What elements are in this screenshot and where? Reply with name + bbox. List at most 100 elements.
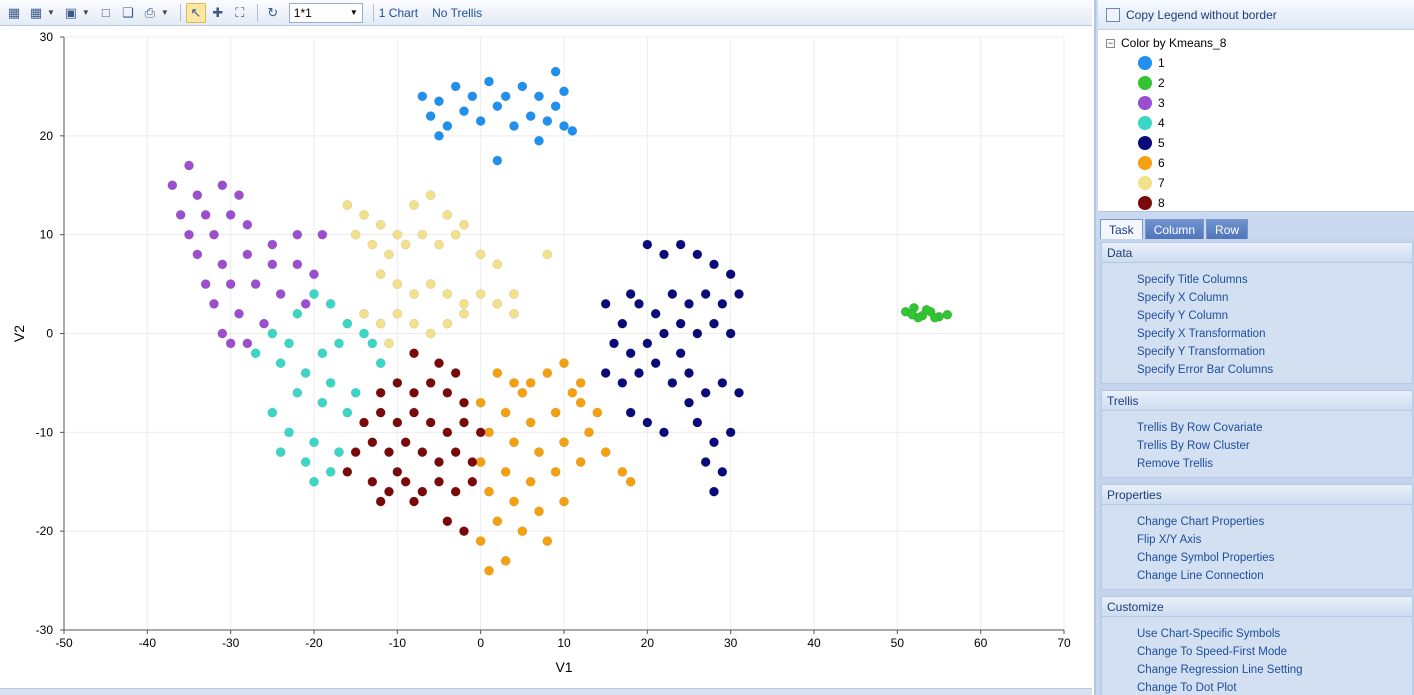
chevron-down-icon: ▼ xyxy=(349,8,358,17)
tab-column[interactable]: Column xyxy=(1144,219,1205,239)
task-link[interactable]: Change Symbol Properties xyxy=(1137,552,1275,564)
data-point-cluster-7 xyxy=(475,249,486,260)
x-tick-label: 30 xyxy=(724,636,738,650)
x-tick-label: -10 xyxy=(389,636,407,650)
copy-all-icon[interactable]: ❏ xyxy=(122,4,134,20)
trellis-state-label[interactable]: No Trellis xyxy=(432,5,483,20)
section-title[interactable]: Data xyxy=(1102,243,1412,263)
task-link[interactable]: Specify Error Bar Columns xyxy=(1137,364,1274,376)
copy-legend-button[interactable]: Copy Legend without border xyxy=(1098,0,1414,30)
export-dropdown-icon[interactable]: ▼ xyxy=(47,8,55,17)
data-point-cluster-3 xyxy=(200,279,211,289)
task-link[interactable]: Specify X Transformation xyxy=(1137,328,1266,340)
task-link[interactable]: Change To Dot Plot xyxy=(1137,682,1237,694)
section-title[interactable]: Properties xyxy=(1102,485,1412,505)
copy-icon[interactable]: □ xyxy=(101,5,110,20)
data-point-cluster-7 xyxy=(392,229,403,240)
export-icon[interactable]: ▦ xyxy=(29,4,43,20)
task-link[interactable]: Flip X/Y Axis xyxy=(1137,534,1202,546)
data-point-cluster-7 xyxy=(375,318,386,329)
data-point-cluster-3 xyxy=(242,338,253,349)
data-point-cluster-3 xyxy=(259,318,269,329)
chart-count-label[interactable]: 1 Chart xyxy=(378,5,419,20)
x-tick-label: 40 xyxy=(807,636,821,650)
legend-item-3[interactable]: 3 xyxy=(1138,93,1414,113)
save-dropdown-icon[interactable]: ▼ xyxy=(81,8,90,17)
legend-label: 5 xyxy=(1158,136,1165,150)
task-link[interactable]: Specify Y Column xyxy=(1137,310,1228,322)
legend-item-1[interactable]: 1 xyxy=(1138,53,1414,73)
data-point-cluster-4 xyxy=(275,358,286,368)
scatter-plot[interactable]: -50 -40 -30 -20 -10 0 10 20 30 40 50 60 70 -30 -20 -10 0… xyxy=(0,26,1092,688)
x-tick-label: 60 xyxy=(974,636,988,650)
chart-properties-icon[interactable]: ▦ xyxy=(7,4,21,20)
task-link[interactable]: Specify X Column xyxy=(1137,292,1229,304)
legend-item-6[interactable]: 6 xyxy=(1138,153,1414,173)
zoom-icon[interactable]: ✚ xyxy=(212,4,224,20)
data-point-cluster-6 xyxy=(509,496,519,507)
scatter-chart[interactable]: -50 -40 -30 -20 -10 0 10 20 30 40 50 60 70 -30 -20 -10 0… xyxy=(0,26,1092,688)
data-point-cluster-5 xyxy=(717,378,728,388)
data-point-cluster-4 xyxy=(325,467,336,477)
task-link[interactable]: Change Regression Line Setting xyxy=(1137,664,1303,676)
data-point-cluster-3 xyxy=(309,269,319,280)
data-point-cluster-4 xyxy=(284,338,294,349)
task-link[interactable]: Change Line Connection xyxy=(1137,570,1264,582)
section-title[interactable]: Customize xyxy=(1102,597,1412,617)
section-title[interactable]: Trellis xyxy=(1102,391,1412,411)
data-point-cluster-8 xyxy=(434,358,444,368)
task-link[interactable]: Specify Y Transformation xyxy=(1137,346,1266,358)
data-point-cluster-8 xyxy=(459,526,469,537)
task-link[interactable]: Trellis By Row Cluster xyxy=(1137,440,1250,452)
task-link[interactable]: Change Chart Properties xyxy=(1137,516,1265,528)
data-point-cluster-6 xyxy=(567,387,578,398)
data-point-cluster-4 xyxy=(342,318,353,329)
data-point-cluster-6 xyxy=(525,417,536,428)
data-point-cluster-7 xyxy=(350,229,361,240)
legend-item-5[interactable]: 5 xyxy=(1138,133,1414,153)
data-point-cluster-6 xyxy=(559,437,569,448)
data-point-cluster-7 xyxy=(359,308,369,319)
print-dropdown-icon[interactable]: ▼ xyxy=(160,8,169,17)
print-icon[interactable]: ⎙ xyxy=(144,4,156,20)
collapse-icon[interactable]: − xyxy=(1106,37,1115,48)
layout-select[interactable]: 1*1 ▼ xyxy=(288,2,363,23)
refresh-icon[interactable]: ↻ xyxy=(267,4,279,20)
task-link[interactable]: Use Chart-Specific Symbols xyxy=(1137,628,1281,640)
task-link[interactable]: Specify Title Columns xyxy=(1137,274,1248,286)
data-point-cluster-3 xyxy=(292,229,303,240)
data-point-cluster-4 xyxy=(375,358,386,368)
data-point-cluster-4 xyxy=(325,299,336,309)
save-icon[interactable]: ▣ xyxy=(64,4,78,20)
select-icon[interactable]: ↖ xyxy=(185,2,206,23)
legend-label: 1 xyxy=(1158,56,1165,70)
data-point-cluster-6 xyxy=(534,506,544,517)
task-link[interactable]: Trellis By Row Covariate xyxy=(1137,422,1263,434)
data-point-cluster-1 xyxy=(450,81,461,92)
legend-item-4[interactable]: 4 xyxy=(1138,113,1414,133)
legend-header[interactable]: − Color by Kmeans_8 xyxy=(1106,36,1414,50)
tab-task[interactable]: Task xyxy=(1100,219,1143,239)
task-link[interactable]: Remove Trellis xyxy=(1137,458,1214,470)
legend-item-2[interactable]: 2 xyxy=(1138,73,1414,93)
legend-item-7[interactable]: 7 xyxy=(1138,173,1414,193)
legend-item-8[interactable]: 8 xyxy=(1138,193,1414,213)
task-link[interactable]: Change To Speed-First Mode xyxy=(1137,646,1288,658)
x-tick-label: 50 xyxy=(891,636,905,650)
data-point-cluster-7 xyxy=(417,229,428,240)
data-point-cluster-8 xyxy=(367,437,378,448)
data-point-cluster-7 xyxy=(425,279,436,289)
data-point-cluster-3 xyxy=(267,239,278,250)
data-point-cluster-7 xyxy=(542,249,553,260)
data-point-cluster-5 xyxy=(709,259,719,270)
data-point-cluster-8 xyxy=(375,387,386,398)
data-point-cluster-7 xyxy=(375,219,386,230)
data-point-cluster-8 xyxy=(459,397,469,408)
tab-row[interactable]: Row xyxy=(1206,219,1249,239)
data-point-cluster-3 xyxy=(225,279,236,289)
data-point-cluster-1 xyxy=(517,81,528,92)
fit-icon[interactable]: ⛶ xyxy=(235,4,245,20)
data-point-cluster-6 xyxy=(500,467,511,477)
data-point-cluster-8 xyxy=(350,447,361,457)
data-point-cluster-4 xyxy=(275,447,286,457)
